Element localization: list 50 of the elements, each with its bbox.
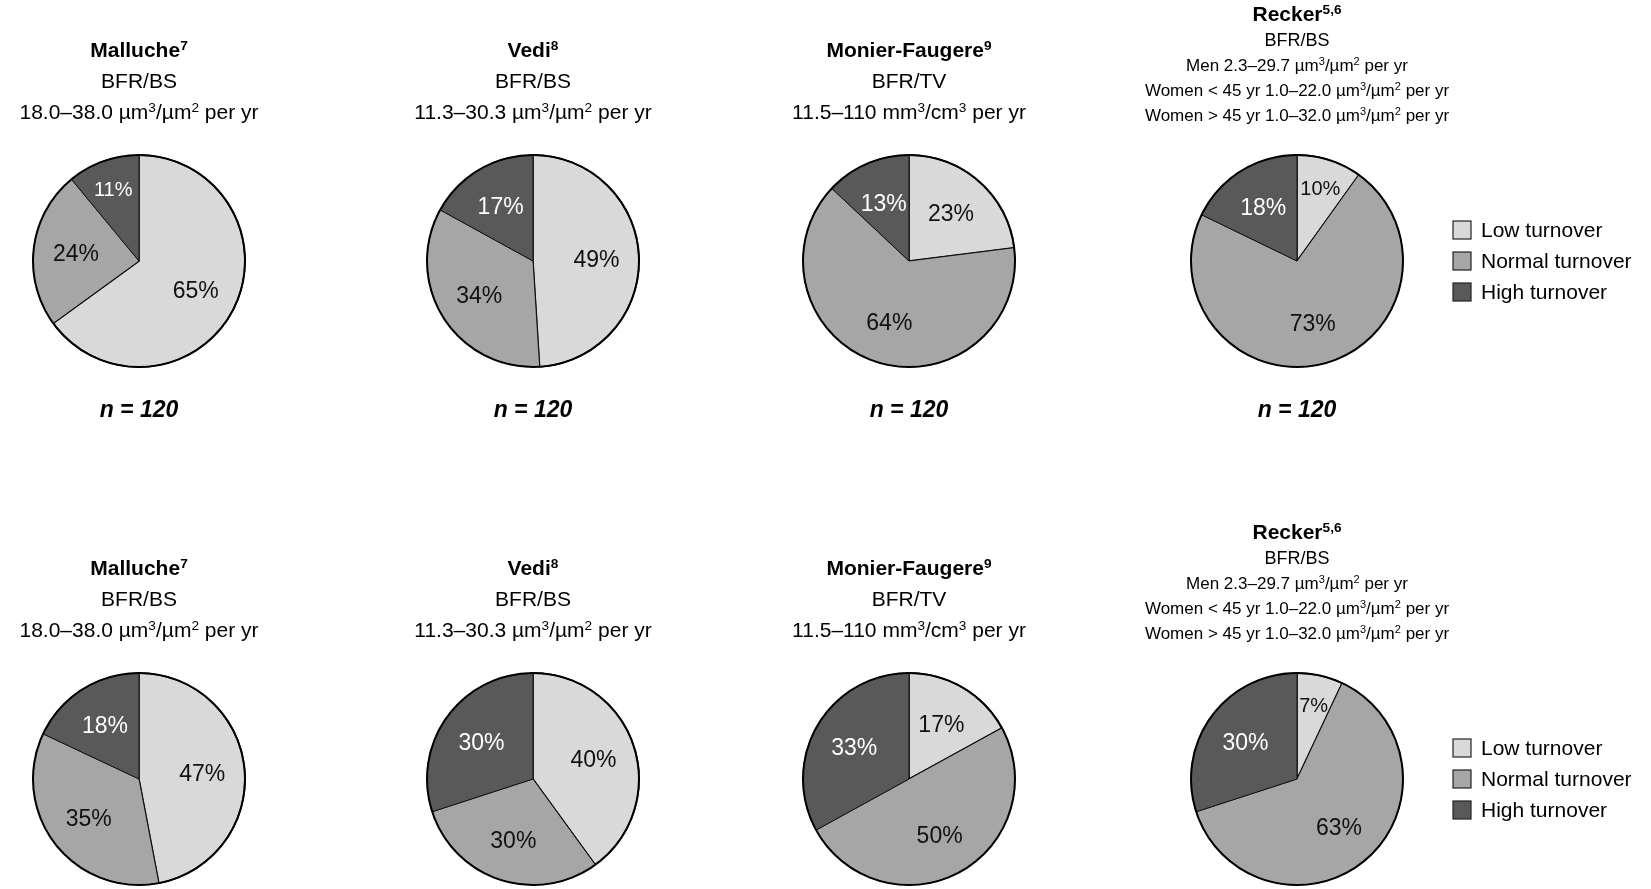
text: n = 120 [1257, 396, 1337, 422]
data-label: 49% [573, 246, 620, 273]
chart-title: Malluche$^{7}$ [90, 37, 188, 61]
data-label: 30% [458, 728, 505, 755]
chart-subtitle: BFR/BS 18.0–38.0 µm$^{3}$/µm$^{2}$ per yr [19, 587, 259, 641]
data-label: 65% [172, 276, 219, 303]
data-label: 33% [831, 733, 878, 760]
chart-title: Vedi$^{8}$ [507, 37, 559, 61]
legend-label: Low turnover [1481, 218, 1603, 242]
data-label: 24% [52, 240, 99, 267]
data-label: 17% [477, 193, 524, 220]
chart-subtitle: BFR/BS 11.3–30.3 µm$^{3}$/µm$^{2}$ per yr [414, 587, 652, 641]
text: BFR/BS Men 2.3–29.7 µm$^{3}$/µm$^{2}$ per yr Women < 45 yr 1.0–22.0 µm$^{3}$/µm$^{2}$ per yr Women > 45 yr 1.0–32.0 µm$^{3}$/µm$^{2}$ per yr [1144, 548, 1450, 643]
data-label: 11% [93, 178, 133, 201]
chart-subtitle: BFR/TV 11.5–110 mm$^{3}$/cm$^{3}$ per yr [792, 587, 1026, 641]
text: n = 120 [869, 396, 949, 422]
data-label: 34% [456, 282, 503, 309]
data-label: 18% [81, 712, 128, 739]
text: n = 120 [99, 396, 179, 422]
legend-label: Low turnover [1481, 736, 1603, 760]
chart-title: Monier-Faugere$^{9}$ [826, 37, 992, 61]
data-label: 73% [1289, 309, 1336, 336]
chart-title: Recker$^{5,6}$ [1252, 1, 1342, 25]
data-label: 7% [1299, 693, 1329, 716]
data-label: 30% [1222, 728, 1269, 755]
legend-label: High turnover [1481, 798, 1608, 822]
data-label: 23% [928, 200, 975, 227]
data-label: 63% [1316, 813, 1363, 840]
data-label: 64% [866, 308, 913, 335]
chart-subtitle: BFR/BS 11.3–30.3 µm$^{3}$/µm$^{2}$ per yr [414, 69, 652, 123]
legend-label: Normal turnover [1481, 767, 1632, 791]
chart-title: Monier-Faugere$^{9}$ [826, 555, 992, 579]
data-label: 30% [490, 826, 537, 853]
data-label: 35% [65, 805, 112, 832]
chart-title: Vedi$^{8}$ [507, 555, 559, 579]
chart-title: Malluche$^{7}$ [90, 555, 188, 579]
data-label: 47% [179, 760, 226, 787]
chart-subtitle: BFR/TV 11.5–110 mm$^{3}$/cm$^{3}$ per yr [792, 69, 1026, 123]
data-label: 50% [916, 821, 963, 848]
legend-label: Normal turnover [1481, 249, 1632, 273]
data-label: 17% [918, 711, 965, 738]
legend-label: High turnover [1481, 280, 1608, 304]
text: BFR/BS Men 2.3–29.7 µm$^{3}$/µm$^{2}$ per yr Women < 45 yr 1.0–22.0 µm$^{3}$/µm$^{2}$ per yr Women > 45 yr 1.0–32.0 µm$^{3}$/µm$^{2}$ per yr [1144, 30, 1450, 125]
data-label: 18% [1240, 194, 1287, 221]
chart-title: Recker$^{5,6}$ [1252, 519, 1342, 543]
data-label: 13% [860, 189, 907, 216]
chart-subtitle: BFR/BS 18.0–38.0 µm$^{3}$/µm$^{2}$ per yr [19, 69, 259, 123]
data-label: 40% [570, 746, 617, 773]
data-label: 10% [1300, 177, 1341, 200]
text: n = 120 [493, 396, 573, 422]
